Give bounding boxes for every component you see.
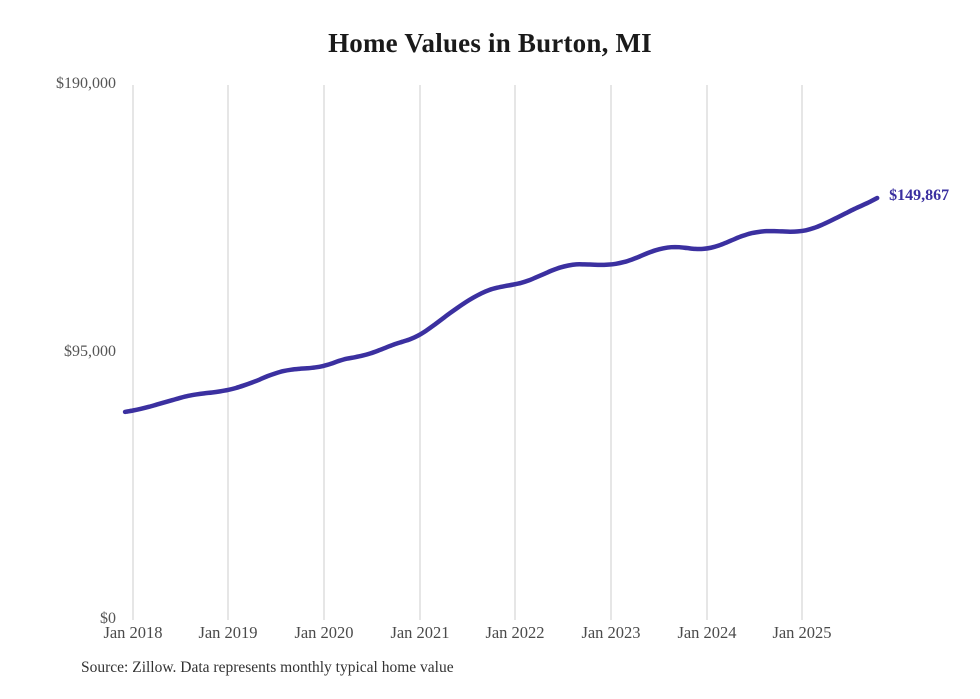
y-axis-tick-label-bottom: $0 [100,610,116,627]
x-axis-tick-label-jan-2021: Jan 2021 [390,623,450,642]
x-axis-tick-label-jan-2019: Jan 2019 [198,623,258,642]
x-axis-tick-label-jan-2023: Jan 2023 [581,623,641,642]
x-axis-tick-label-jan-2024: Jan 2024 [677,623,737,642]
chart-title: Home Values in Burton, MI [328,28,652,58]
y-axis-tick-label-top: $190,000 [56,75,116,92]
series-end-value-label: $149,867 [889,187,950,204]
x-gridlines [132,85,803,620]
y-axis-tick-label-middle: $95,000 [64,342,116,360]
x-axis-tick-label-jan-2022: Jan 2022 [485,623,545,642]
x-axis-tick-label-jan-2025: Jan 2025 [772,623,832,642]
source-footnote: Source: Zillow. Data represents monthly … [81,659,454,676]
x-axis-tick-label-jan-2018: Jan 2018 [103,623,163,642]
x-axis-tick-label-jan-2020: Jan 2020 [294,623,354,642]
home-value-line-series [122,195,880,415]
